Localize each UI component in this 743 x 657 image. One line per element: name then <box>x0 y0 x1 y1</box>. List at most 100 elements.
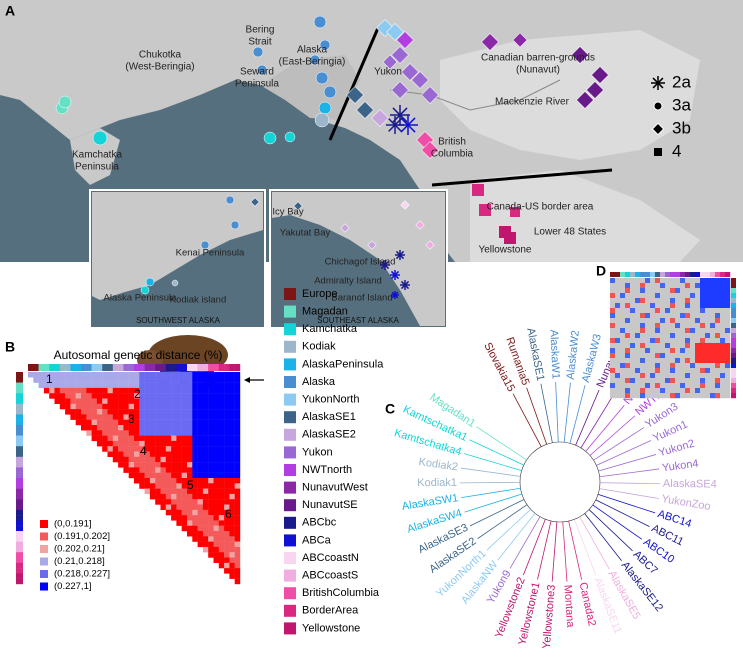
d-cell <box>655 363 661 369</box>
d-cell <box>665 288 671 294</box>
d-cell <box>615 378 621 384</box>
heat-cell <box>202 467 209 473</box>
heat-cell <box>192 382 198 389</box>
d-cell <box>670 283 676 289</box>
d-cell <box>620 373 626 379</box>
d-cell <box>715 338 721 344</box>
pop-bar <box>16 430 23 436</box>
d-cell <box>695 338 701 344</box>
d-cell <box>710 293 716 299</box>
d-cell <box>625 343 631 349</box>
pop-bar <box>731 293 736 299</box>
d-cell <box>715 328 721 334</box>
heat-cell <box>229 478 235 484</box>
heat-cell <box>91 409 98 415</box>
heat-cell <box>218 387 225 394</box>
marker <box>481 33 499 51</box>
heat-cell <box>208 509 214 516</box>
tree-branch <box>497 513 536 561</box>
heat-cell <box>165 493 172 500</box>
d-cell <box>720 358 726 364</box>
d-cell <box>715 388 721 394</box>
heat-cell <box>28 372 34 378</box>
d-cell <box>630 368 636 374</box>
heat-cell <box>213 499 219 505</box>
d-cell <box>630 338 636 344</box>
heat-cell <box>134 382 140 389</box>
heat-cell <box>176 456 182 463</box>
heat-cell <box>208 520 214 526</box>
heat-cell <box>139 387 145 394</box>
marker <box>654 148 662 156</box>
heat-cell <box>181 525 188 532</box>
heat-cell <box>213 520 219 526</box>
heat-cell <box>224 393 230 399</box>
d-cell <box>665 393 671 399</box>
pop-bar <box>731 298 736 304</box>
d-cell <box>720 378 726 384</box>
pop-bar <box>202 364 209 371</box>
heat-cell <box>234 446 241 452</box>
heat-cell <box>118 398 124 404</box>
heat-cell <box>176 372 182 378</box>
tree-branch <box>486 508 532 551</box>
d-cell <box>675 328 681 334</box>
marker <box>145 277 155 287</box>
d-cell <box>700 348 706 354</box>
heat-cell <box>224 557 230 563</box>
tree-ring <box>519 441 601 523</box>
symbol-label: 2a <box>672 72 691 91</box>
d-cell <box>705 333 711 339</box>
inset-land <box>92 192 263 300</box>
heat-cell <box>112 451 119 457</box>
heat-cell <box>165 382 172 389</box>
heat-cell <box>155 393 161 399</box>
pop-bar <box>16 462 23 468</box>
heat-cell <box>118 377 124 383</box>
d-cell <box>720 343 726 349</box>
heat-cell <box>176 440 182 447</box>
pop-bar <box>695 272 701 277</box>
pop-bar <box>16 382 23 389</box>
d-cell <box>640 328 646 334</box>
heat-cell <box>234 409 241 415</box>
tree-branch <box>540 383 553 443</box>
heat-cell <box>118 409 124 415</box>
d-cell <box>720 308 726 314</box>
heat-cell <box>208 425 214 431</box>
heat-cell <box>128 472 135 479</box>
d-cell <box>710 323 716 329</box>
pop-bar <box>197 364 204 371</box>
heat-cell <box>75 414 82 420</box>
d-cell <box>650 378 656 384</box>
d-cell <box>685 338 691 344</box>
d-cell <box>720 393 726 399</box>
heat-cell <box>123 414 129 420</box>
d-cell <box>635 393 641 399</box>
heat-cell <box>155 387 161 394</box>
pop-label: YukonNorth <box>302 394 359 406</box>
heat-cell <box>112 419 119 426</box>
heat-cell <box>202 483 209 489</box>
marker <box>651 122 665 136</box>
heat-cell <box>134 430 140 436</box>
heat-cell <box>86 382 92 389</box>
heat-cell <box>187 435 193 442</box>
pop-bar <box>16 483 23 489</box>
d-cell <box>700 298 706 304</box>
d-cell <box>655 293 661 299</box>
d-cell <box>635 383 641 389</box>
d-cell <box>690 343 696 349</box>
pop-swatch <box>284 340 296 353</box>
heat-cell <box>213 425 219 431</box>
heat-cell <box>187 478 193 484</box>
heat-cell <box>155 398 161 404</box>
d-cell <box>680 293 686 299</box>
heat-cell <box>224 414 230 420</box>
heat-cell <box>165 430 172 436</box>
heat-cell <box>213 525 219 532</box>
heat-cell <box>38 372 45 378</box>
heat-cell <box>54 387 60 394</box>
d-cell <box>690 383 696 389</box>
d-cell <box>690 298 696 304</box>
